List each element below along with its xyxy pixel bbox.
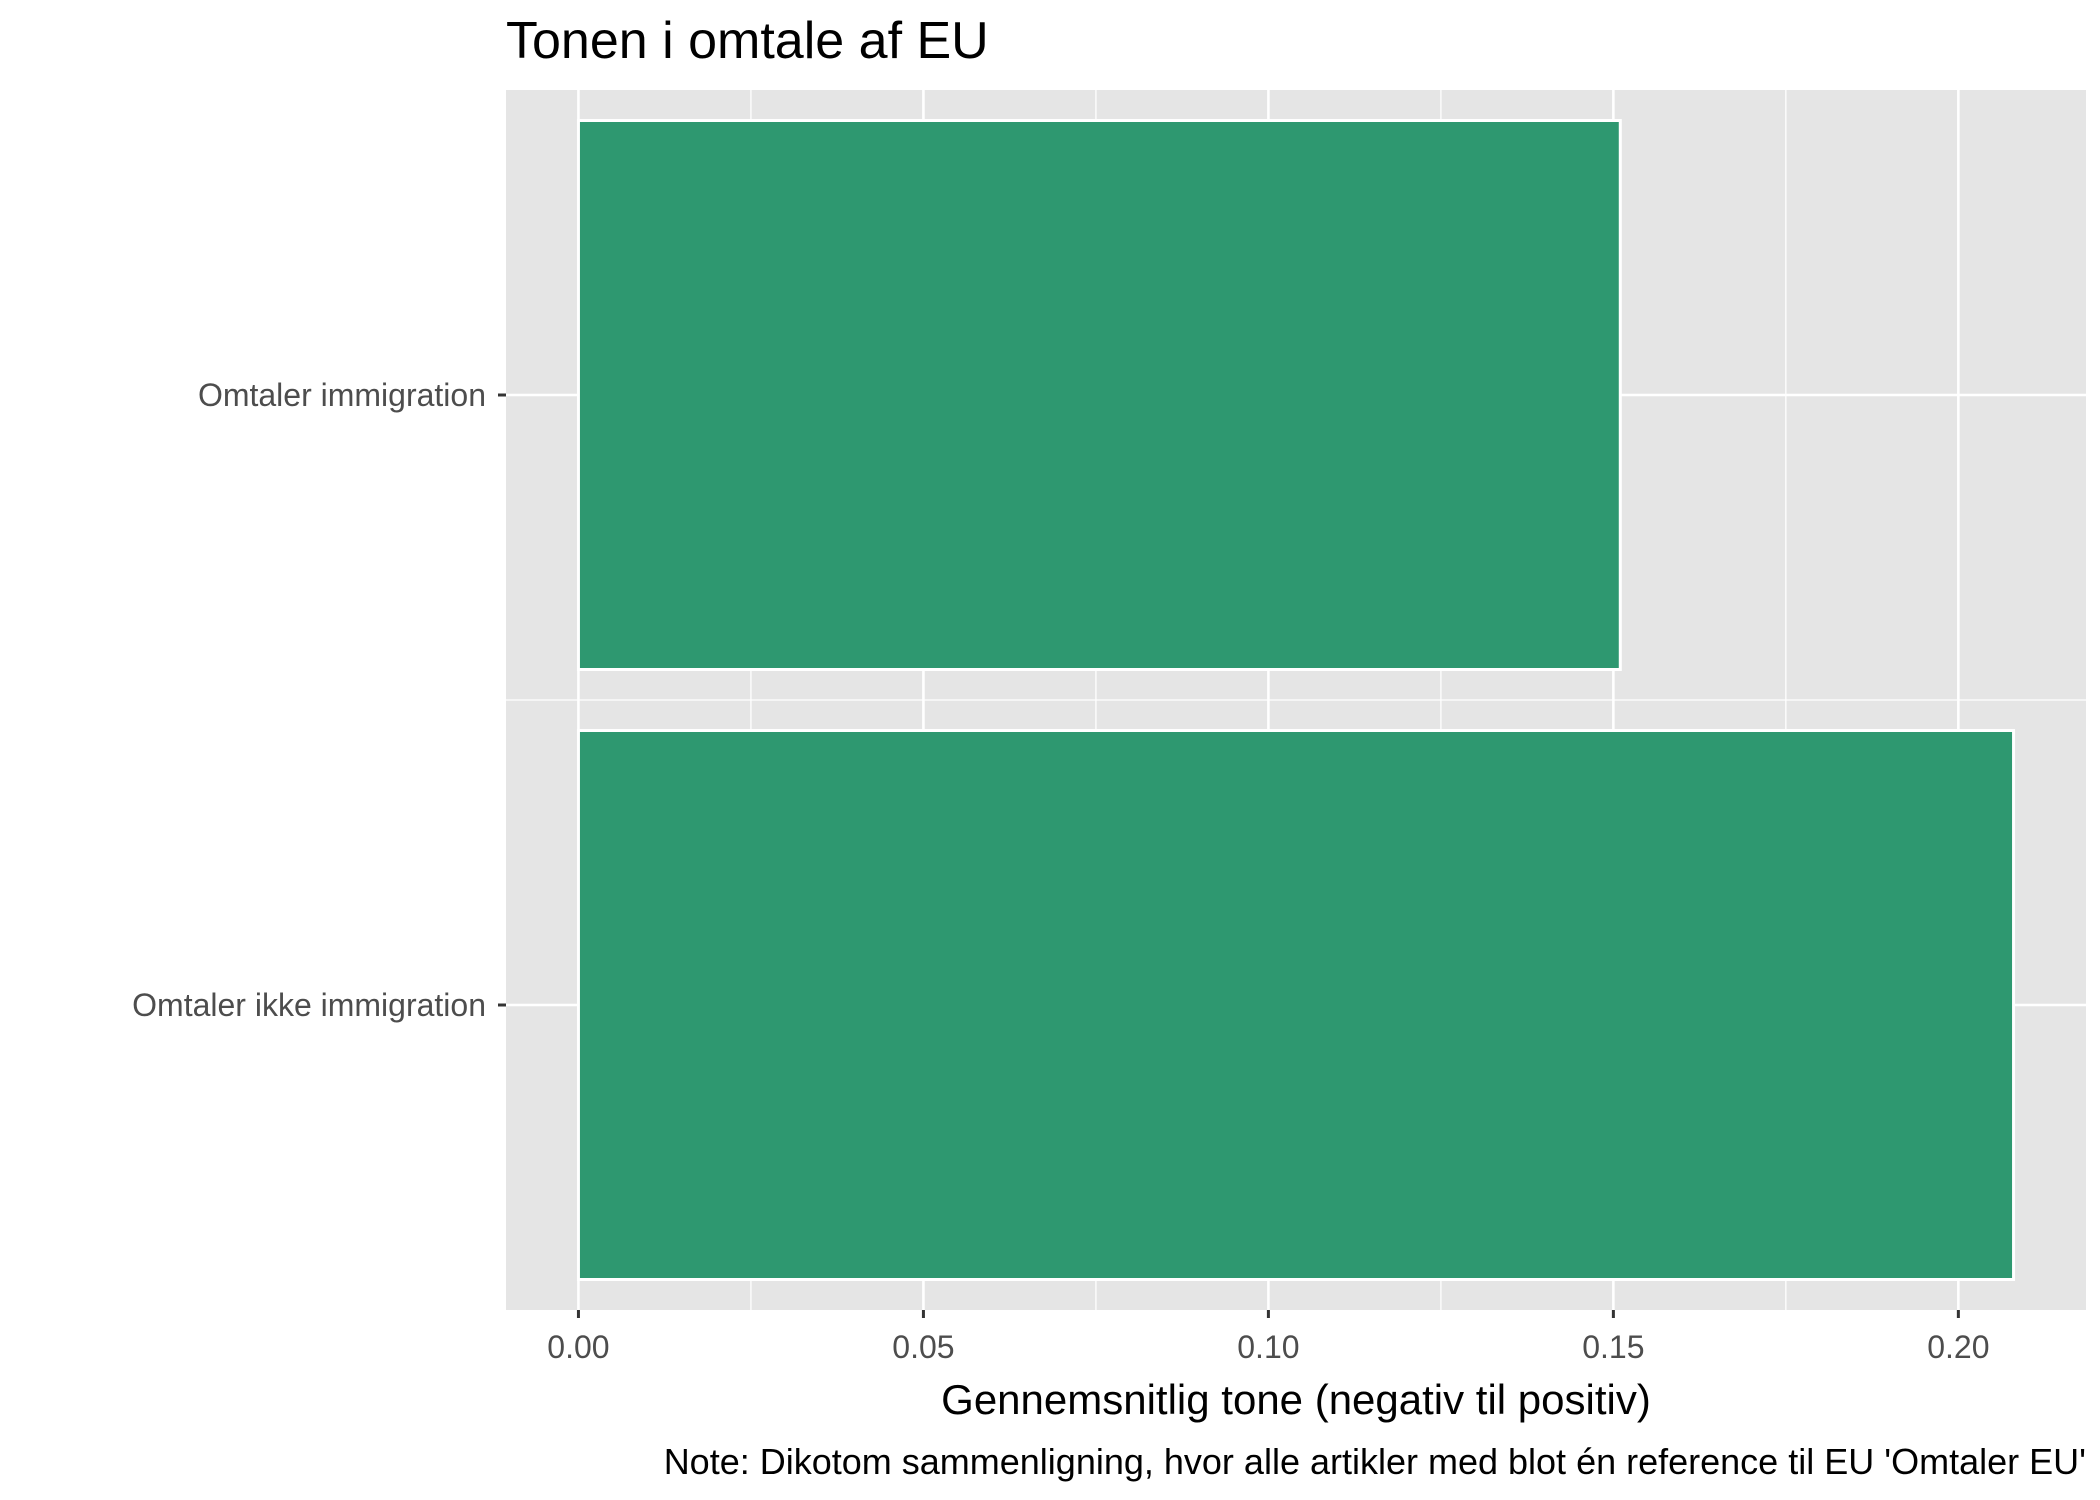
y-tick-label: Omtaler immigration xyxy=(198,377,486,413)
y-tick-label: Omtaler ikke immigration xyxy=(132,987,486,1023)
x-tick-label: 0.05 xyxy=(892,1329,954,1365)
chart-title: Tonen i omtale af EU xyxy=(506,12,989,70)
chart-note: Note: Dikotom sammenligning, hvor alle a… xyxy=(664,1441,2086,1482)
x-tick-label: 0.15 xyxy=(1582,1329,1644,1365)
bar xyxy=(576,119,1622,671)
bars xyxy=(576,119,2016,1281)
x-axis-label: Gennemsnitlig tone (negativ til positiv) xyxy=(941,1376,1651,1423)
x-axis: 0.00 0.05 0.10 0.15 0.20 xyxy=(547,1310,1989,1365)
x-tick-label: 0.00 xyxy=(547,1329,609,1365)
x-tick-label: 0.20 xyxy=(1927,1329,1989,1365)
x-tick-label: 0.10 xyxy=(1237,1329,1299,1365)
y-axis: Omtaler immigration Omtaler ikke immigrat… xyxy=(132,377,506,1023)
bar xyxy=(576,729,2016,1281)
